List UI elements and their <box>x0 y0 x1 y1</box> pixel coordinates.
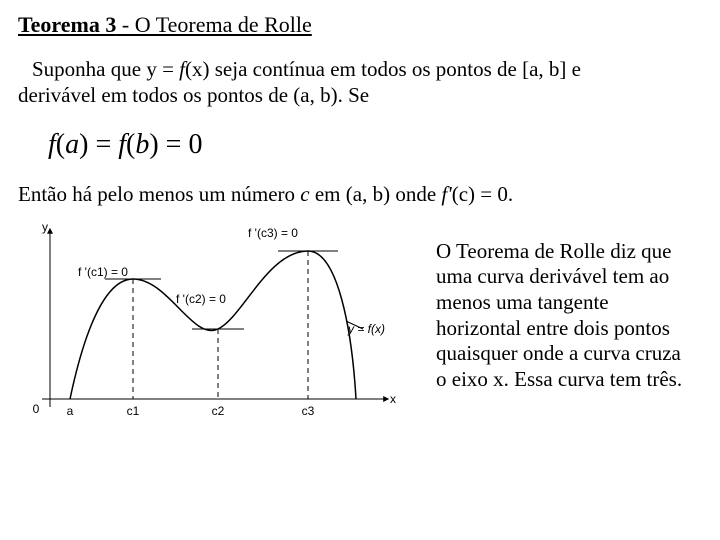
svg-text:f '(c2) = 0: f '(c2) = 0 <box>176 292 226 306</box>
conc-b: em (a, b) onde <box>310 182 442 206</box>
svg-text:y: y <box>42 221 48 234</box>
svg-text:a: a <box>67 404 74 418</box>
exp-l2: uma curva derivável tem ao <box>436 264 669 288</box>
svg-text:f '(c3) = 0: f '(c3) = 0 <box>248 226 298 240</box>
svg-text:f(a) = f(b) = 0: f(a) = f(b) = 0 <box>48 129 202 160</box>
conclusion-paragraph: Então há pelo menos um número c em (a, b… <box>18 181 702 207</box>
conc-fp: f' <box>441 182 451 206</box>
exp-l5: quaisquer onde a curva cruza <box>436 341 681 365</box>
conc-a: Então há pelo menos um número <box>18 182 300 206</box>
exp-l3: menos uma tangente <box>436 290 609 314</box>
exp-l4: horizontal entre dois pontos <box>436 316 670 340</box>
hyp-b: (x) seja contínua em todos os pontos de … <box>185 57 581 81</box>
equation-row: f(a) = f(b) = 0 <box>48 123 702 163</box>
hyp-a: Suponha que y = <box>32 57 179 81</box>
hypothesis-paragraph: Suponha que y = f(x) seja contínua em to… <box>18 56 702 109</box>
exp-l6: o eixo x. Essa curva tem três. <box>436 367 682 391</box>
svg-text:0: 0 <box>33 402 40 416</box>
title-bold: Teorema 3 <box>18 12 116 37</box>
svg-text:x: x <box>390 392 396 406</box>
svg-text:c1: c1 <box>127 404 140 418</box>
title-rest: - O Teorema de Rolle <box>116 12 311 37</box>
rolle-graph: 0 y x a c1 c2 c3 f '(c1) = 0 f '(c3) = 0 f '(c2) … <box>18 221 418 431</box>
exp-l1: O Teorema de Rolle diz que <box>436 239 671 263</box>
graph-container: 0 y x a c1 c2 c3 f '(c1) = 0 f '(c3) = 0 f '(c2) … <box>18 221 418 436</box>
hyp-c: derivável em todos os pontos de (a, b). … <box>18 83 369 107</box>
conc-d: (c) = 0. <box>452 182 513 206</box>
theorem-title: Teorema 3 - O Teorema de Rolle <box>18 12 702 38</box>
conc-c: c <box>300 182 309 206</box>
svg-text:c2: c2 <box>212 404 225 418</box>
svg-text:f '(c1) = 0: f '(c1) = 0 <box>78 265 128 279</box>
equation-svg: f(a) = f(b) = 0 <box>48 123 308 163</box>
svg-text:c3: c3 <box>302 404 315 418</box>
explanation-paragraph: O Teorema de Rolle diz que uma curva der… <box>436 221 702 393</box>
svg-text:y = f(x): y = f(x) <box>347 322 385 336</box>
